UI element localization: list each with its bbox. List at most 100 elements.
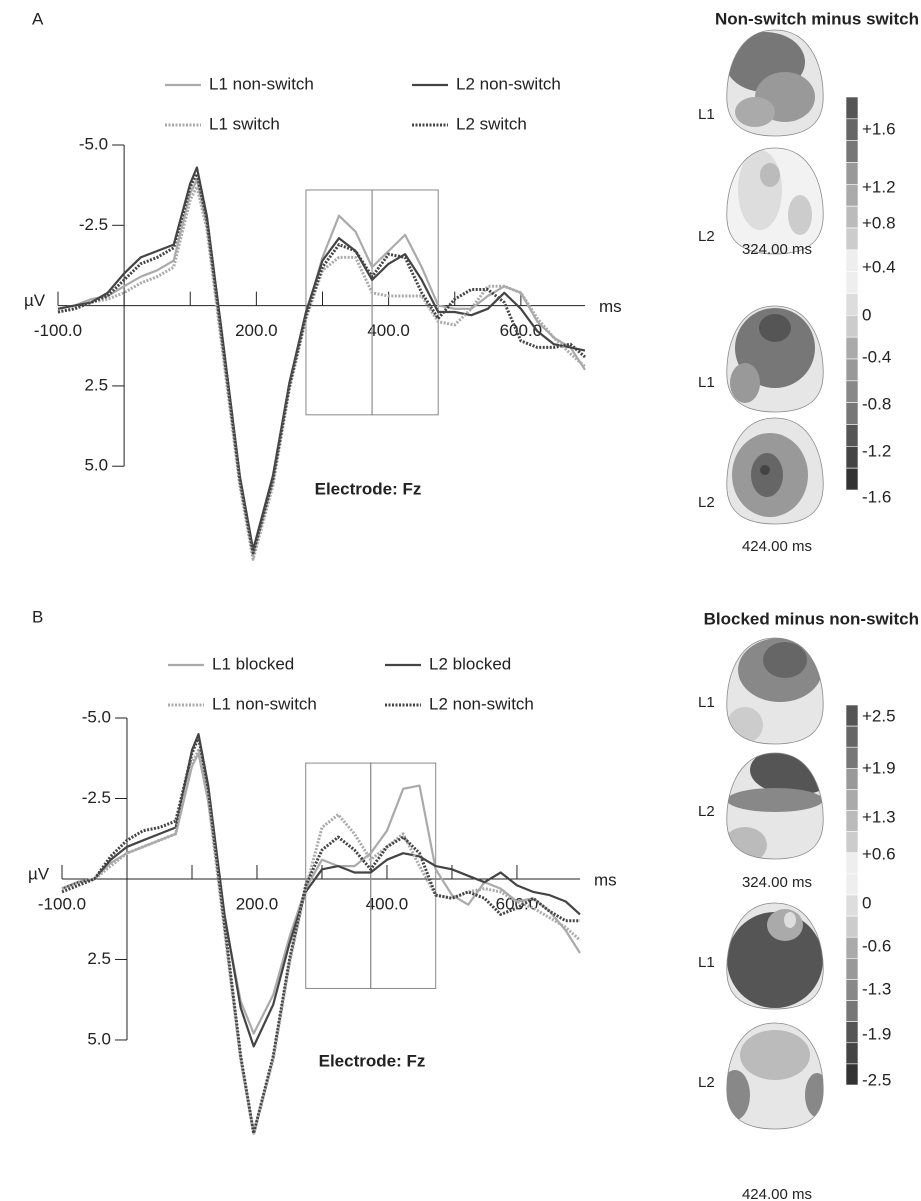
erp-line <box>57 172 586 555</box>
colorbar-step <box>845 852 859 875</box>
colorbar-step <box>845 402 859 425</box>
topomap-region <box>759 314 791 342</box>
topomap <box>726 148 824 254</box>
colorbar-step <box>845 467 859 491</box>
colorbar-label: -1.3 <box>862 979 891 998</box>
topomap-outline <box>726 147 824 255</box>
colorbar-label: +0.6 <box>862 844 896 863</box>
colorbar-step <box>845 140 859 163</box>
colorbar-step <box>845 915 859 938</box>
colorbar-step <box>845 789 859 811</box>
erp-line <box>61 752 581 1035</box>
map-row-label: L1 <box>698 106 715 123</box>
x-axis-label: ms <box>599 297 622 316</box>
topomap-outline <box>726 637 824 745</box>
topomap-region <box>750 753 824 795</box>
erp-line <box>61 733 581 1048</box>
colorbar-label: +1.9 <box>862 758 896 777</box>
legend-label: L1 switch <box>209 114 280 133</box>
map-row-label: L1 <box>698 374 715 391</box>
legend-label: L2 switch <box>456 114 527 133</box>
map-title: Blocked minus non-switch <box>704 609 919 628</box>
colorbar-label: 0 <box>862 893 871 912</box>
colorbar-step <box>845 271 859 294</box>
legend-label: L1 blocked <box>212 654 294 673</box>
colorbar-label: -2.5 <box>862 1070 891 1089</box>
colorbar-step <box>845 249 859 272</box>
colorbar-step <box>845 894 859 917</box>
y-tick-label: 2.5 <box>87 949 111 968</box>
colorbar-step <box>845 205 859 229</box>
y-tick-label: 5.0 <box>87 1029 111 1048</box>
topomap <box>726 418 824 524</box>
topomap-region <box>735 97 775 127</box>
colorbar-label: +0.4 <box>862 257 896 276</box>
colorbar-step <box>845 958 859 980</box>
y-tick-label: -2.5 <box>82 788 111 807</box>
x-tick-label: 200.0 <box>235 321 278 340</box>
colorbar-step <box>845 1000 859 1022</box>
topomap-outline <box>726 305 824 413</box>
colorbar-label: +1.6 <box>862 119 896 138</box>
colorbar-step <box>845 768 859 790</box>
topomap-region <box>738 150 782 230</box>
map-time-label: 424.00 ms <box>742 538 812 555</box>
colorbar-step <box>845 936 859 959</box>
map-title: Non-switch minus switch <box>715 9 919 28</box>
topomap-region <box>726 1070 750 1120</box>
topomap-region <box>760 465 770 475</box>
colorbar-step <box>845 704 859 727</box>
colorbar-label: +1.2 <box>862 177 896 196</box>
colorbar-step <box>845 293 859 316</box>
erp-line <box>61 748 582 1135</box>
x-tick-label: -100.0 <box>38 894 86 913</box>
erp-line <box>57 166 586 551</box>
colorbar-label: -1.2 <box>862 441 891 460</box>
colorbar-step <box>845 358 859 382</box>
map-row-label: L1 <box>698 694 715 711</box>
erp-line <box>57 179 586 558</box>
colorbar-label: -1.9 <box>862 1024 891 1043</box>
topomap-outline <box>726 29 824 137</box>
legend-label: L2 blocked <box>429 654 511 673</box>
topomap-region <box>763 642 807 678</box>
colorbar-label: -0.8 <box>862 394 891 413</box>
legend-label: L1 non-switch <box>212 694 317 713</box>
colorbar-step <box>845 184 859 207</box>
colorbar-step <box>845 162 859 185</box>
colorbar-step <box>845 446 859 469</box>
x-tick-label: 200.0 <box>236 894 279 913</box>
map-row-label: L2 <box>698 803 715 820</box>
colorbar-step <box>845 979 859 1001</box>
topomap-outline <box>726 417 824 525</box>
colorbar-step <box>845 336 859 360</box>
colorbar-step <box>845 1042 859 1065</box>
topomap <box>726 903 824 1009</box>
colorbar-label: -0.6 <box>862 936 891 955</box>
topomap-region <box>730 363 760 403</box>
electrode-label: Electrode: Fz <box>319 1051 426 1070</box>
panel-label: A <box>32 9 44 28</box>
x-tick-label: 600.0 <box>500 321 543 340</box>
electrode-label: Electrode: Fz <box>315 479 422 498</box>
x-tick-label: 400.0 <box>366 894 409 913</box>
analysis-window <box>305 189 373 416</box>
topomap-region <box>727 788 823 812</box>
legend-label: L2 non-switch <box>456 74 561 93</box>
topomap <box>726 306 824 412</box>
topomap-region <box>751 453 783 497</box>
topomap-region <box>784 912 796 928</box>
map-row-label: L2 <box>698 228 715 245</box>
map-time-label: 324.00 ms <box>742 241 812 258</box>
analysis-window <box>371 189 439 416</box>
topomap-region <box>727 912 823 1008</box>
x-axis-label: ms <box>594 870 617 889</box>
topomap-outline <box>726 1022 824 1130</box>
legend-label: L2 non-switch <box>429 694 534 713</box>
colorbar-step <box>845 227 859 251</box>
topomap-region <box>735 308 815 388</box>
map-row-label: L1 <box>698 954 715 971</box>
legend-label: L1 non-switch <box>209 74 314 93</box>
map-row-label: L2 <box>698 494 715 511</box>
